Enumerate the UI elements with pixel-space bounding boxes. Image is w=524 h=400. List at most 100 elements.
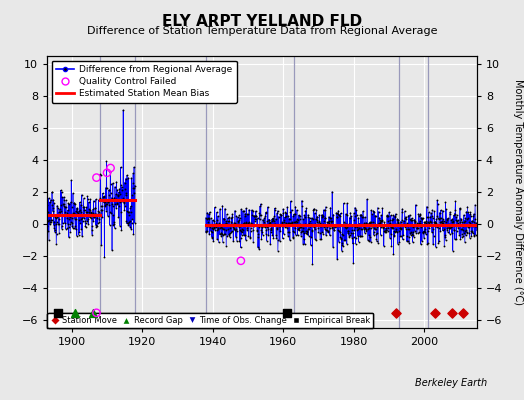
Point — [455, 222, 463, 228]
Point — [290, 219, 299, 226]
Point — [275, 222, 283, 229]
Point — [61, 220, 69, 226]
Point — [271, 216, 280, 222]
Point — [298, 228, 307, 234]
Point — [293, 207, 301, 213]
Point — [95, 216, 104, 222]
Point — [245, 219, 253, 226]
Point — [443, 224, 451, 231]
Point — [114, 214, 123, 220]
Point — [460, 212, 468, 218]
Point — [460, 218, 468, 224]
Point — [99, 190, 107, 196]
Point — [289, 213, 297, 220]
Point — [324, 220, 333, 226]
Point — [389, 228, 398, 235]
Point — [297, 232, 305, 239]
Point — [237, 228, 246, 234]
Point — [109, 222, 117, 228]
Point — [282, 212, 290, 219]
Point — [206, 228, 215, 234]
Point — [257, 224, 266, 230]
Point — [342, 225, 351, 231]
Point — [437, 215, 445, 221]
Point — [247, 220, 256, 226]
Point — [49, 204, 57, 211]
Point — [376, 219, 385, 226]
Point — [364, 221, 373, 228]
Point — [269, 235, 278, 241]
Point — [351, 224, 359, 230]
Point — [273, 210, 281, 217]
Point — [412, 230, 420, 236]
Point — [372, 226, 380, 232]
Point — [229, 238, 237, 244]
Point — [115, 199, 124, 206]
Point — [47, 216, 56, 223]
Point — [242, 220, 250, 226]
Point — [69, 225, 77, 231]
Point — [366, 220, 374, 226]
Point — [341, 236, 350, 243]
Point — [377, 224, 386, 230]
Point — [284, 233, 292, 239]
Point — [71, 310, 80, 316]
Point — [464, 224, 472, 230]
Point — [313, 216, 322, 223]
Point — [406, 212, 414, 218]
Point — [91, 211, 99, 217]
Point — [426, 214, 434, 220]
Point — [124, 174, 133, 181]
Point — [451, 198, 460, 204]
Point — [88, 223, 96, 229]
Point — [110, 221, 118, 227]
Point — [386, 231, 395, 237]
Point — [398, 208, 406, 215]
Point — [268, 215, 277, 222]
Point — [88, 227, 96, 233]
Point — [340, 218, 348, 225]
Point — [130, 164, 138, 170]
Point — [242, 219, 250, 225]
Point — [278, 222, 286, 229]
Point — [209, 217, 217, 223]
Point — [442, 217, 451, 224]
Point — [90, 212, 99, 218]
Point — [467, 228, 476, 234]
Point — [364, 226, 372, 232]
Point — [318, 229, 326, 236]
Point — [391, 310, 400, 316]
Point — [63, 214, 71, 221]
Point — [442, 206, 451, 213]
Point — [420, 219, 429, 225]
Point — [400, 218, 408, 224]
Point — [241, 210, 249, 217]
Point — [464, 209, 473, 216]
Point — [126, 205, 135, 211]
Point — [438, 227, 446, 234]
Point — [245, 220, 254, 227]
Point — [422, 231, 430, 237]
Point — [208, 225, 216, 232]
Point — [262, 231, 270, 237]
Point — [376, 219, 384, 225]
Point — [378, 218, 386, 224]
Point — [418, 238, 426, 244]
Point — [107, 197, 116, 203]
Point — [341, 221, 350, 228]
Point — [355, 220, 363, 227]
Point — [259, 219, 268, 225]
Point — [63, 224, 71, 231]
Point — [75, 216, 84, 223]
Point — [324, 219, 333, 225]
Point — [437, 219, 445, 225]
Point — [76, 220, 84, 226]
Point — [232, 234, 240, 240]
Point — [441, 234, 450, 240]
Point — [204, 218, 212, 225]
Point — [320, 218, 328, 224]
Point — [396, 224, 405, 231]
Point — [128, 216, 136, 222]
Point — [73, 204, 81, 211]
Point — [337, 236, 345, 242]
